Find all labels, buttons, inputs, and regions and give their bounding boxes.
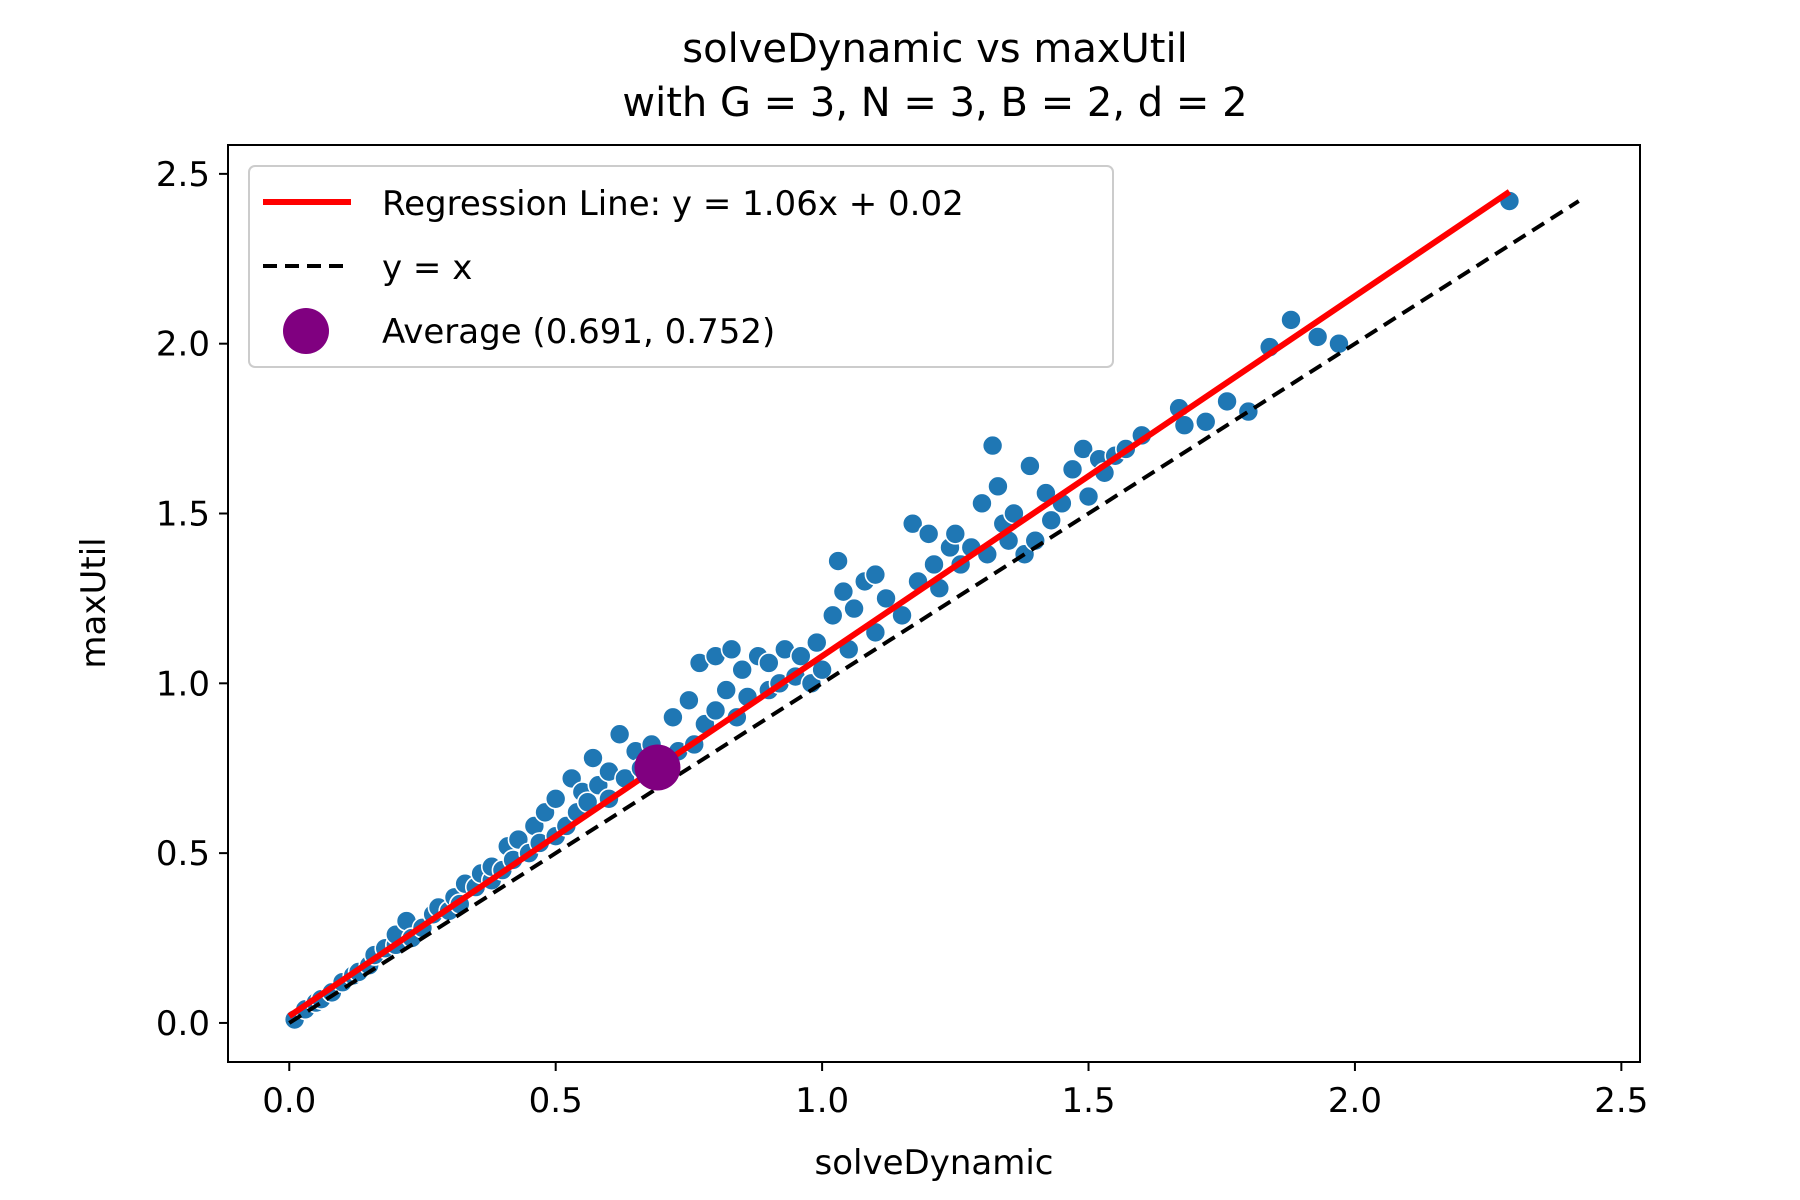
data-point (1306, 326, 1329, 348)
data-point (1328, 332, 1350, 355)
data-point (789, 645, 812, 667)
data-point (544, 787, 567, 810)
data-point (1019, 455, 1041, 477)
data-point (662, 706, 684, 729)
data-point (1280, 309, 1302, 331)
regression-line (287, 189, 1512, 1019)
data-point (917, 523, 940, 545)
x-tick-label: 1.5 (1061, 1081, 1115, 1121)
data-point (944, 523, 967, 545)
x-tick-label: 2.5 (1594, 1081, 1648, 1121)
legend-regression-label: Regression Line: y = 1.06x + 0.02 (382, 184, 964, 224)
data-point (1194, 410, 1217, 433)
data-point (987, 475, 1009, 498)
legend-box (248, 165, 1114, 368)
data-point (608, 723, 631, 746)
average-marker (634, 744, 681, 791)
data-point (805, 631, 828, 654)
x-tick-label: 1.0 (795, 1081, 849, 1121)
data-point (1061, 458, 1084, 481)
x-tick-label: 0.0 (262, 1081, 316, 1121)
data-point (731, 658, 753, 681)
identity-line (288, 199, 1580, 1025)
data-point (827, 550, 849, 572)
x-tick-label: 2.0 (1328, 1081, 1382, 1121)
y-axis: 0.0 0.5 1.0 1.5 2.0 2.5 (156, 155, 228, 1044)
data-point (1173, 414, 1196, 436)
data-point (821, 604, 844, 627)
legend: Regression Line: y = 1.06x + 0.02 y = x … (248, 165, 1114, 368)
y-tick-label: 1.5 (156, 494, 210, 534)
x-tick-label: 0.5 (529, 1081, 583, 1121)
x-axis-label: solveDynamic (815, 1143, 1054, 1183)
data-point (1077, 485, 1100, 508)
legend-identity-label: y = x (382, 248, 472, 288)
data-point (582, 747, 604, 769)
legend-average-label: Average (0.691, 0.752) (382, 312, 775, 352)
chart-title: solveDynamic vs maxUtil (682, 26, 1187, 72)
data-point (758, 652, 780, 674)
data-point (843, 597, 865, 620)
data-point (678, 689, 700, 712)
plot-frame (227, 144, 1641, 1063)
chart-subtitle: with G = 3, N = 3, B = 2, d = 2 (622, 80, 1247, 126)
plot-area (283, 189, 1580, 1031)
data-point (704, 699, 727, 722)
y-axis-label: maxUtil (74, 537, 114, 668)
data-point (1237, 400, 1260, 423)
data-point (864, 563, 887, 586)
data-point (1040, 509, 1063, 532)
legend-average-swatch (283, 308, 329, 354)
data-point (923, 553, 945, 576)
data-point (875, 587, 897, 610)
data-point (1216, 390, 1238, 413)
y-tick-label: 2.5 (156, 155, 210, 195)
y-tick-label: 0.5 (156, 834, 210, 874)
data-point (1072, 438, 1094, 460)
y-tick-label: 0.0 (156, 1004, 210, 1044)
data-point (832, 580, 855, 603)
data-point (981, 434, 1004, 457)
x-axis: 0.0 0.5 1.0 1.5 2.0 2.5 (262, 1062, 1648, 1121)
data-point (901, 512, 924, 535)
data-point (715, 679, 737, 701)
y-tick-label: 1.0 (156, 664, 210, 704)
data-point (720, 638, 743, 661)
y-tick-label: 2.0 (156, 325, 210, 365)
data-point (971, 492, 993, 515)
